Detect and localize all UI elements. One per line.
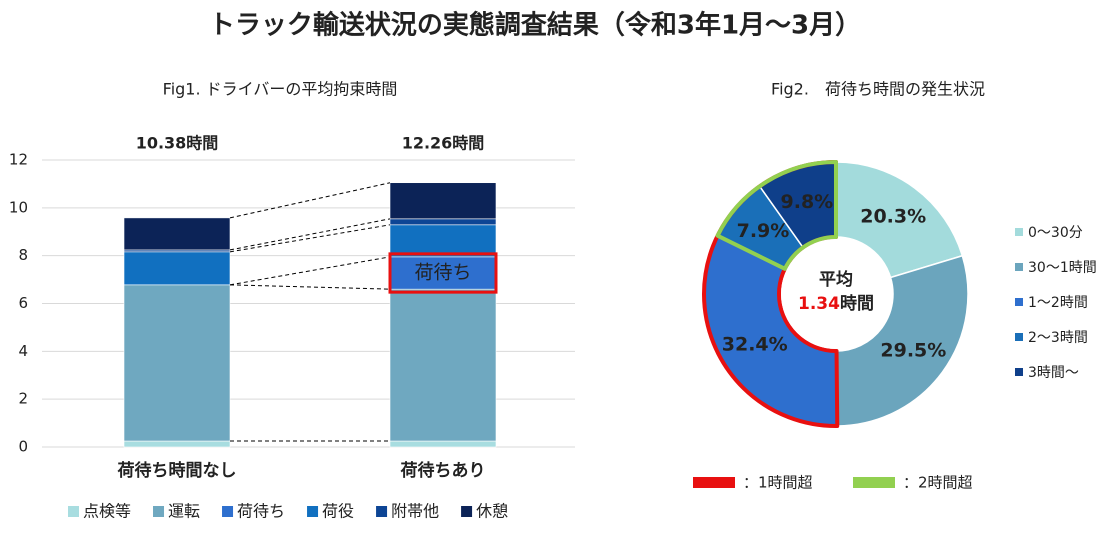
legend-swatch: [68, 506, 79, 517]
legend-swatch: [153, 506, 165, 517]
highlight-box: [388, 252, 498, 294]
center-title: 平均: [819, 269, 853, 290]
outline-legend-swatch: [693, 477, 735, 488]
center-unit: 時間: [840, 293, 874, 314]
pie-slice: [835, 161, 964, 279]
x-tick-label: 荷待ち時間なし: [118, 460, 237, 481]
legend-swatch: [1015, 333, 1023, 341]
bar-segment: [123, 217, 231, 251]
highlight-label: 荷待ち: [414, 262, 471, 284]
data-label: 7.9%: [737, 220, 790, 242]
highlight-outline: [715, 160, 838, 271]
legend-label: 休憩: [476, 502, 508, 521]
bar-segment: [389, 288, 497, 442]
legend-swatch: [1015, 368, 1023, 376]
legend-swatch: [1015, 263, 1023, 271]
bar-segment: [389, 182, 497, 220]
data-label: 29.5%: [880, 339, 946, 361]
page-title: トラック輸送状況の実態調査結果（令和3年1月～3月）: [209, 10, 861, 41]
outline-legend-label: ：1時間超: [743, 474, 813, 492]
y-tick-label: 8: [18, 246, 28, 264]
bar-segment: [123, 251, 231, 286]
center-value: 1.34時間: [798, 293, 874, 314]
legend-swatch: [307, 506, 319, 517]
legend-label: 附帯他: [391, 502, 439, 521]
legend-label: 30～1時間: [1028, 260, 1097, 276]
data-label: 20.3%: [860, 205, 926, 227]
legend-label: 荷役: [322, 502, 354, 521]
legend-label: 荷待ち: [237, 502, 285, 521]
legend-label: 運転: [168, 502, 200, 521]
total-annotation: 10.38時間: [136, 134, 219, 153]
outline-legend-label: ：2時間超: [903, 474, 973, 492]
pie-slice: [835, 254, 969, 427]
bar-segment: [389, 440, 497, 448]
legend-swatch: [1015, 298, 1023, 306]
chart-title: Fig2. 荷待ち時間の発生状況: [771, 80, 985, 99]
connector: [229, 224, 391, 253]
y-tick-label: 2: [18, 390, 28, 408]
data-label: 9.8%: [781, 191, 834, 213]
legend-swatch: [461, 506, 473, 517]
legend-label: 3時間～: [1028, 365, 1079, 381]
total-annotation: 12.26時間: [402, 134, 485, 153]
legend-swatch: [1015, 228, 1023, 236]
x-tick-label: 荷待ちあり: [401, 460, 486, 481]
y-tick-label: 6: [18, 294, 28, 312]
legend-swatch: [376, 506, 388, 517]
legend-swatch: [222, 506, 234, 517]
legend-label: 0～30分: [1028, 225, 1083, 241]
connector: [229, 284, 391, 290]
bar-segment: [389, 218, 497, 226]
bar-segment: [123, 284, 231, 442]
connector: [229, 182, 391, 219]
center-number: 1.34: [798, 294, 840, 314]
y-tick-label: 0: [18, 438, 28, 456]
donut-hole: [781, 239, 891, 349]
y-tick-label: 4: [18, 342, 28, 360]
bar-segment: [389, 224, 497, 258]
outline-legend-swatch: [853, 477, 895, 488]
legend-label: 1～2時間: [1028, 295, 1088, 311]
data-label: 32.4%: [722, 334, 788, 356]
chart-title: Fig1. ドライバーの平均拘束時間: [163, 80, 398, 99]
connector: [229, 218, 391, 251]
bar-segment: [123, 440, 231, 448]
y-tick-label: 10: [9, 198, 28, 216]
y-tick-label: 12: [9, 151, 28, 169]
legend-label: 2～3時間: [1028, 330, 1088, 346]
legend-label: 点検等: [83, 502, 131, 521]
connector: [229, 256, 391, 286]
